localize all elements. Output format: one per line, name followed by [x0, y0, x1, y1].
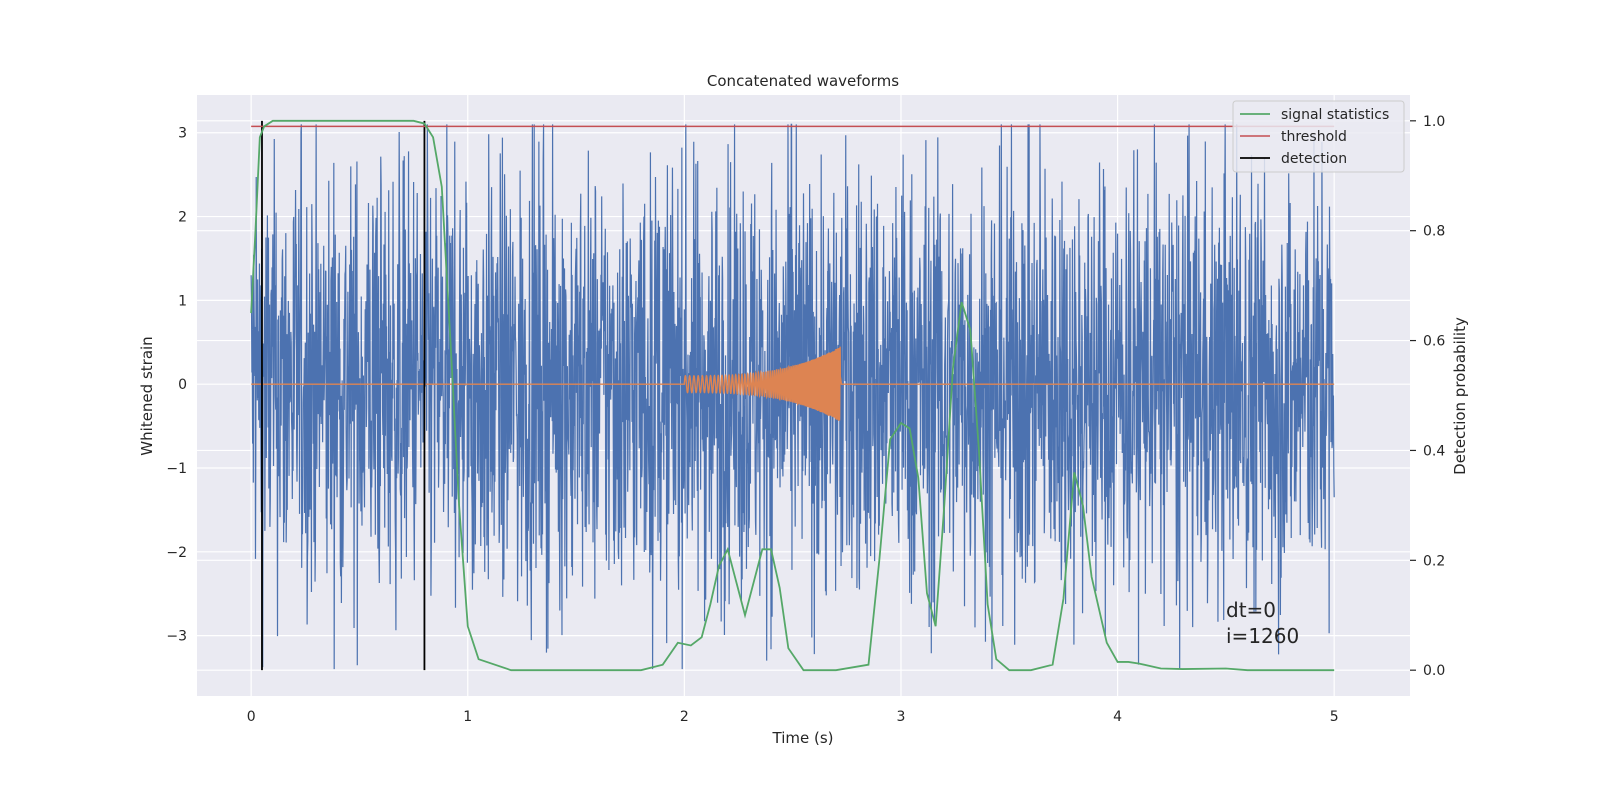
y-tick-label: 1 [178, 293, 187, 309]
y-tick-label: 2 [178, 210, 187, 226]
x-tick-label: 2 [680, 709, 689, 725]
y2-tick-label: 0.0 [1423, 663, 1445, 679]
legend-label-detection: detection [1281, 151, 1347, 167]
y-tick-label: −3 [166, 629, 187, 645]
y2-axis-label: Detection probability [1451, 317, 1469, 475]
x-tick-label: 1 [463, 709, 472, 725]
legend-label-signal-statistics: signal statistics [1281, 107, 1389, 123]
y-tick-label: −2 [166, 545, 187, 561]
chirp-series-line [251, 346, 1335, 421]
x-tick-label: 3 [897, 709, 906, 725]
y-tick-label: −1 [166, 461, 187, 477]
x-tick-label: 0 [247, 709, 256, 725]
x-axis-label: Time (s) [772, 729, 834, 747]
x-tick-label: 4 [1113, 709, 1122, 725]
detection-lines [261, 120, 426, 671]
series-layer [250, 119, 1335, 672]
annotation-dt: dt=0 [1226, 598, 1276, 622]
x-tick-label: 5 [1330, 709, 1339, 725]
legend-box [1232, 100, 1405, 173]
y2-tick-label: 0.4 [1423, 443, 1445, 459]
y-tick-label: 0 [178, 377, 187, 393]
y-axis-label: Whitened strain [138, 336, 156, 455]
noise-series-line [250, 123, 1335, 670]
signal-statistics-series-line [250, 119, 1335, 672]
legend-label-threshold: threshold [1281, 129, 1347, 145]
y2-tick-label: 1.0 [1423, 114, 1445, 130]
y-tick-label: 3 [178, 126, 187, 142]
axis-ticks: 0 1 2 3 4 5 −3 −2 −1 0 1 2 3 0.0 0.2 0.4 0.6 0.8 1.0 [166, 114, 1445, 725]
y2-tick-label: 0.8 [1423, 224, 1445, 240]
y2-tick-label: 0.2 [1423, 553, 1445, 569]
chart-title: Concatenated waveforms [707, 72, 899, 90]
y2-tick-label: 0.6 [1423, 334, 1445, 350]
legend: signal statistics threshold detection [1232, 100, 1405, 173]
annotation-i: i=1260 [1226, 624, 1299, 648]
